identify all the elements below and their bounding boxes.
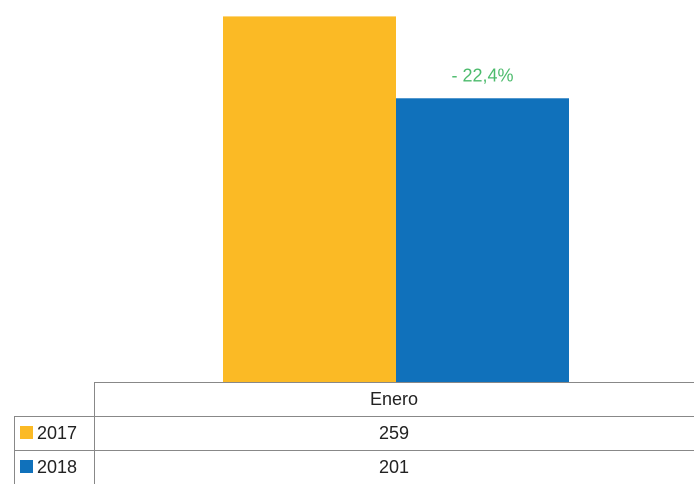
table-value-2017: 259 — [379, 423, 409, 443]
bar-2017-enero — [223, 16, 396, 383]
legend-label-2018: 2018 — [37, 457, 77, 477]
data-table: Enero 2017 259 2018 201 — [14, 382, 694, 484]
table-value-2018: 201 — [379, 457, 409, 477]
labels-layer: - 22,4% — [451, 65, 513, 85]
table-category-header: Enero — [370, 389, 418, 409]
legend-key-2017 — [20, 426, 33, 439]
bars-layer — [223, 16, 569, 383]
change-annotation: - 22,4% — [451, 65, 513, 85]
bar-2018-enero — [396, 98, 569, 383]
legend-key-2018 — [20, 460, 33, 473]
legend-label-2017: 2017 — [37, 423, 77, 443]
